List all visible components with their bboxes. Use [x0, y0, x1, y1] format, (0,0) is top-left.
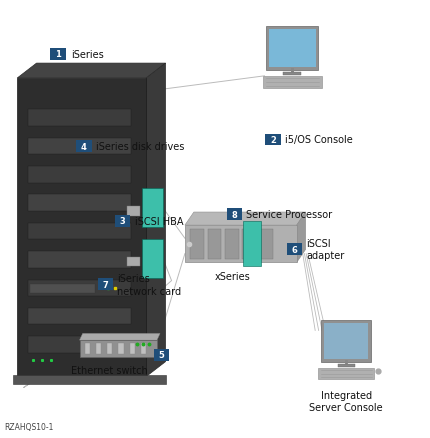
Text: i5/OS Console: i5/OS Console	[285, 135, 353, 145]
FancyBboxPatch shape	[142, 189, 163, 228]
Text: 4: 4	[81, 142, 87, 151]
Text: iSeries
network card: iSeries network card	[117, 273, 181, 296]
FancyBboxPatch shape	[225, 230, 239, 259]
FancyBboxPatch shape	[243, 230, 256, 259]
FancyBboxPatch shape	[85, 344, 90, 354]
FancyBboxPatch shape	[324, 323, 368, 360]
Text: 2: 2	[270, 136, 276, 145]
FancyBboxPatch shape	[28, 223, 131, 240]
FancyBboxPatch shape	[28, 167, 131, 183]
FancyBboxPatch shape	[260, 230, 273, 259]
FancyBboxPatch shape	[98, 279, 113, 291]
FancyBboxPatch shape	[269, 30, 316, 68]
FancyBboxPatch shape	[129, 344, 135, 354]
FancyBboxPatch shape	[50, 49, 66, 60]
FancyBboxPatch shape	[185, 226, 297, 263]
FancyBboxPatch shape	[322, 321, 371, 362]
Text: 3: 3	[120, 217, 126, 226]
FancyBboxPatch shape	[338, 364, 355, 367]
FancyBboxPatch shape	[141, 344, 146, 354]
FancyBboxPatch shape	[263, 77, 322, 88]
FancyBboxPatch shape	[115, 215, 130, 227]
FancyBboxPatch shape	[154, 349, 169, 361]
Text: iSeries disk drives: iSeries disk drives	[96, 142, 184, 152]
Text: 8: 8	[231, 210, 237, 219]
Polygon shape	[80, 334, 160, 340]
FancyBboxPatch shape	[127, 206, 140, 216]
FancyBboxPatch shape	[190, 230, 204, 259]
Text: Integrated
Server Console: Integrated Server Console	[309, 390, 383, 412]
FancyBboxPatch shape	[208, 230, 221, 259]
FancyBboxPatch shape	[318, 368, 374, 379]
FancyBboxPatch shape	[142, 240, 163, 279]
FancyBboxPatch shape	[28, 308, 131, 325]
FancyBboxPatch shape	[265, 134, 281, 146]
Text: 6: 6	[292, 245, 298, 254]
FancyBboxPatch shape	[80, 340, 157, 357]
Polygon shape	[297, 212, 306, 263]
Text: xSeries: xSeries	[214, 271, 250, 281]
FancyBboxPatch shape	[283, 72, 301, 76]
Text: Service Processor: Service Processor	[246, 210, 332, 219]
Polygon shape	[146, 64, 166, 377]
FancyBboxPatch shape	[17, 79, 146, 377]
Polygon shape	[17, 64, 166, 79]
FancyBboxPatch shape	[76, 141, 92, 152]
FancyBboxPatch shape	[127, 257, 140, 267]
FancyBboxPatch shape	[13, 375, 166, 384]
Text: 7: 7	[102, 280, 108, 289]
Text: Ethernet switch: Ethernet switch	[71, 365, 148, 375]
FancyBboxPatch shape	[118, 344, 123, 354]
FancyBboxPatch shape	[28, 138, 131, 155]
FancyBboxPatch shape	[267, 27, 318, 71]
FancyBboxPatch shape	[227, 209, 242, 220]
FancyBboxPatch shape	[287, 244, 302, 256]
Text: iSCSI
adapter: iSCSI adapter	[307, 238, 345, 261]
Text: iSeries: iSeries	[71, 50, 104, 60]
Text: iSCSI HBA: iSCSI HBA	[135, 216, 183, 226]
FancyBboxPatch shape	[28, 336, 131, 353]
FancyBboxPatch shape	[96, 344, 101, 354]
Polygon shape	[185, 212, 306, 226]
FancyBboxPatch shape	[28, 251, 131, 268]
FancyBboxPatch shape	[28, 195, 131, 212]
Text: 1: 1	[55, 50, 61, 59]
FancyBboxPatch shape	[30, 284, 95, 293]
Text: RZAHQS10-1: RZAHQS10-1	[4, 422, 54, 431]
Text: 5: 5	[158, 350, 164, 359]
FancyBboxPatch shape	[28, 280, 131, 296]
FancyBboxPatch shape	[243, 222, 261, 266]
FancyBboxPatch shape	[107, 344, 112, 354]
FancyBboxPatch shape	[28, 110, 131, 127]
